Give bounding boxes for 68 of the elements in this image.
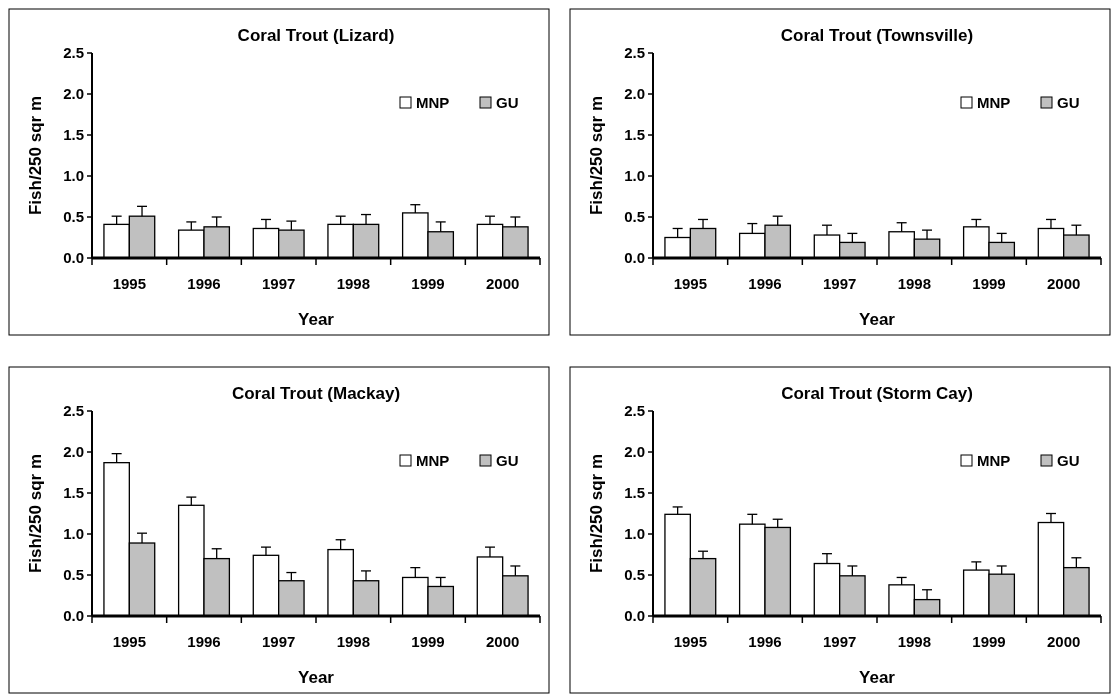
y-tick-label: 0.5 (624, 208, 645, 226)
x-tick-label: 1998 (897, 633, 932, 650)
y-tick-label: 0.0 (63, 249, 84, 267)
y-axis-title: Fish/250 sqr m (587, 453, 606, 574)
x-tick-label: 1995 (673, 275, 708, 292)
legend-label: GU (496, 94, 519, 111)
x-tick-label: 1996 (187, 633, 221, 650)
chart-title: Coral Trout (Storm Cay) (781, 384, 973, 403)
y-tick-label: 1.5 (63, 126, 84, 144)
y-tick-label: 2.0 (624, 443, 645, 461)
x-tick-label: 1997 (822, 275, 857, 292)
y-tick-label: 2.0 (63, 85, 84, 103)
chart-title: Coral Trout (Mackay) (231, 384, 401, 403)
y-tick-label: 2.5 (624, 44, 645, 62)
x-tick-label: 1997 (822, 633, 857, 650)
x-tick-label: 1998 (336, 275, 371, 292)
x-tick-label: 1998 (336, 633, 371, 650)
x-tick-label: 2000 (485, 275, 520, 292)
x-tick-label: 1996 (187, 275, 221, 292)
y-tick-label: 2.0 (624, 85, 645, 103)
y-tick-label: 1.5 (624, 484, 645, 502)
x-tick-label: 1999 (972, 633, 1006, 650)
x-tick-label: 1999 (411, 275, 445, 292)
x-tick-label: 1996 (748, 275, 782, 292)
x-tick-label: 1995 (673, 633, 708, 650)
x-tick-label: 1996 (748, 633, 782, 650)
y-tick-label: 0.0 (624, 249, 645, 267)
y-tick-label: 0.0 (63, 607, 84, 625)
x-tick-label: 1995 (112, 275, 147, 292)
x-tick-label: 1998 (897, 275, 932, 292)
legend-label: GU (1057, 452, 1080, 469)
x-tick-label: 1995 (112, 633, 147, 650)
x-tick-label: 1999 (972, 275, 1006, 292)
chart-title: Coral Trout (Lizard) (237, 26, 395, 45)
y-tick-label: 0.5 (63, 566, 84, 584)
y-axis-title: Fish/250 sqr m (26, 95, 45, 216)
y-tick-label: 2.5 (624, 402, 645, 420)
x-tick-label: 2000 (1046, 275, 1081, 292)
y-tick-label: 2.0 (63, 443, 84, 461)
y-tick-label: 0.0 (624, 607, 645, 625)
y-tick-label: 1.0 (624, 525, 645, 543)
y-tick-label: 0.5 (63, 208, 84, 226)
x-tick-label: 1997 (261, 633, 296, 650)
x-tick-label: 2000 (485, 633, 520, 650)
y-axis-title: Fish/250 sqr m (26, 453, 45, 574)
x-axis-title: Year (298, 310, 335, 329)
y-tick-label: 1.0 (63, 167, 84, 185)
x-tick-label: 1997 (261, 275, 296, 292)
chart-title: Coral Trout (Townsville) (780, 26, 974, 45)
x-axis-title: Year (859, 310, 896, 329)
x-axis-title: Year (859, 668, 896, 687)
y-tick-label: 1.0 (624, 167, 645, 185)
y-tick-label: 1.0 (63, 525, 84, 543)
y-tick-label: 2.5 (63, 44, 84, 62)
y-tick-label: 0.5 (624, 566, 645, 584)
y-axis-title: Fish/250 sqr m (587, 95, 606, 216)
y-tick-label: 1.5 (63, 484, 84, 502)
legend-label: MNP (416, 452, 450, 469)
x-axis-title: Year (298, 668, 335, 687)
y-tick-label: 2.5 (63, 402, 84, 420)
x-tick-label: 1999 (411, 633, 445, 650)
legend-label: GU (1057, 94, 1080, 111)
legend-label: MNP (977, 94, 1011, 111)
legend-label: MNP (977, 452, 1011, 469)
y-tick-label: 1.5 (624, 126, 645, 144)
x-tick-label: 2000 (1046, 633, 1081, 650)
legend-label: MNP (416, 94, 450, 111)
legend-label: GU (496, 452, 519, 469)
